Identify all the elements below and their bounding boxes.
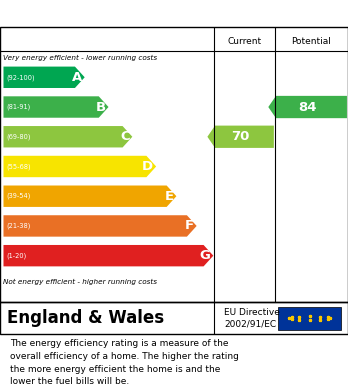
Text: E: E — [165, 190, 174, 203]
Text: Very energy efficient - lower running costs: Very energy efficient - lower running co… — [3, 55, 158, 61]
Text: D: D — [142, 160, 153, 173]
Polygon shape — [3, 66, 85, 88]
Text: (81-91): (81-91) — [6, 104, 31, 110]
Text: The energy efficiency rating is a measure of the
overall efficiency of a home. T: The energy efficiency rating is a measur… — [10, 339, 239, 386]
Text: (39-54): (39-54) — [6, 193, 31, 199]
Text: Potential: Potential — [292, 37, 331, 46]
Text: (1-20): (1-20) — [6, 253, 26, 259]
Text: Current: Current — [227, 37, 262, 46]
Text: 70: 70 — [231, 130, 250, 143]
Polygon shape — [3, 245, 213, 266]
Polygon shape — [3, 185, 176, 207]
Text: F: F — [185, 219, 194, 232]
Text: B: B — [96, 100, 106, 113]
Text: Not energy efficient - higher running costs: Not energy efficient - higher running co… — [3, 279, 158, 285]
Text: G: G — [200, 249, 211, 262]
Text: (69-80): (69-80) — [6, 133, 31, 140]
Polygon shape — [207, 126, 274, 148]
Text: England & Wales: England & Wales — [7, 309, 164, 327]
Text: A: A — [72, 71, 82, 84]
Text: (92-100): (92-100) — [6, 74, 35, 81]
Polygon shape — [3, 126, 132, 147]
Polygon shape — [3, 96, 109, 118]
Text: Energy Efficiency Rating: Energy Efficiency Rating — [73, 6, 275, 21]
Text: 84: 84 — [298, 100, 317, 113]
Text: (21-38): (21-38) — [6, 223, 31, 229]
Polygon shape — [3, 215, 197, 237]
Bar — [278, 307, 341, 330]
Polygon shape — [3, 156, 156, 177]
Polygon shape — [268, 96, 347, 118]
Text: (55-68): (55-68) — [6, 163, 31, 170]
Text: C: C — [120, 130, 129, 143]
Text: EU Directive
2002/91/EC: EU Directive 2002/91/EC — [224, 308, 280, 329]
